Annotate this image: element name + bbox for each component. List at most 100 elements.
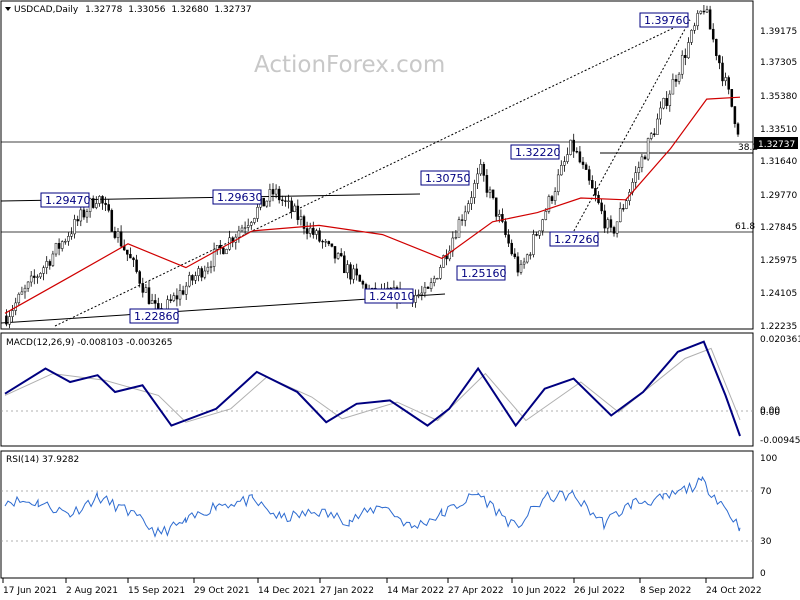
candle-body bbox=[581, 161, 585, 165]
candle-body bbox=[640, 156, 644, 168]
candle-body bbox=[522, 261, 526, 265]
candle-body bbox=[625, 200, 628, 209]
time-label: 10 Jun 2022 bbox=[512, 586, 566, 596]
candle-body bbox=[429, 282, 433, 289]
candle-body bbox=[473, 183, 476, 198]
candle-body bbox=[262, 197, 265, 207]
candle-body bbox=[361, 281, 365, 285]
candle-body bbox=[95, 203, 98, 208]
candle-body bbox=[550, 196, 554, 201]
pivot-label-122860: 1.22860 bbox=[134, 310, 180, 323]
macd-tick: -0.009459 bbox=[760, 436, 800, 446]
candle-body bbox=[197, 268, 200, 276]
candle-body bbox=[541, 219, 544, 232]
price-tick: 1.33510 bbox=[760, 125, 797, 135]
candle-body bbox=[467, 203, 470, 213]
svg-text:USDCAD,Daily 1.32778: USDCAD,Daily 1.32778 1.33056 1.32680 1.3… bbox=[14, 5, 252, 15]
candle-body bbox=[178, 290, 182, 300]
pivot-label-125160: 1.25160 bbox=[461, 267, 507, 280]
candle-body bbox=[219, 245, 222, 249]
candle-body bbox=[23, 287, 27, 293]
candle-body bbox=[491, 189, 495, 199]
candle-body bbox=[702, 10, 706, 13]
pivot-label-127260: 1.27260 bbox=[554, 233, 600, 246]
moving-average-line bbox=[4, 96, 741, 314]
candle-body bbox=[504, 221, 507, 235]
current-price-badge bbox=[754, 137, 798, 149]
candle-body bbox=[45, 261, 48, 268]
candle-body bbox=[584, 164, 588, 170]
candle-body bbox=[600, 202, 603, 212]
candle-body bbox=[432, 278, 436, 283]
rsi-tick: 70 bbox=[760, 487, 772, 497]
watermark-text: ActionForex.com bbox=[254, 52, 445, 78]
candle-body bbox=[299, 216, 303, 220]
trend-line-dashed-up bbox=[569, 19, 691, 239]
candle-body bbox=[116, 231, 120, 238]
candle-body bbox=[67, 236, 70, 242]
candle-body bbox=[113, 231, 117, 238]
candle-body bbox=[482, 164, 486, 176]
price-tick: 1.22235 bbox=[760, 322, 797, 332]
candle-body bbox=[135, 259, 138, 272]
rsi-title: RSI(14) 37.9282 bbox=[6, 455, 79, 465]
collapse-arrow-icon[interactable] bbox=[5, 7, 11, 11]
candle-body bbox=[442, 255, 445, 268]
ohlc-open: 1.32778 bbox=[85, 5, 122, 15]
candle-body bbox=[64, 241, 67, 243]
candle-body bbox=[82, 209, 86, 218]
fib-label-38: 38.2 bbox=[738, 143, 758, 153]
candle-body bbox=[175, 295, 179, 300]
chart-header: USDCAD,Daily 1.32778 1.33056 1.32680 1.3… bbox=[5, 5, 252, 15]
candle-body bbox=[634, 172, 637, 183]
time-axis: 17 Jun 2021 2 Aug 2021 15 Sep 2021 29 Oct 2… bbox=[2, 578, 762, 596]
candle-body bbox=[302, 216, 306, 229]
macd-title: MACD(12,26,9) -0.008103 -0.003265 bbox=[6, 338, 172, 348]
candle-body bbox=[643, 156, 647, 160]
candle-body bbox=[91, 198, 95, 208]
candle-body bbox=[256, 207, 259, 219]
candle-body bbox=[724, 77, 727, 82]
candle-body bbox=[498, 214, 501, 217]
candle-body bbox=[203, 270, 207, 278]
candle-body bbox=[668, 93, 672, 106]
candle-body bbox=[51, 253, 55, 266]
candle-body bbox=[609, 219, 613, 228]
candle-body bbox=[544, 211, 548, 220]
candle-body bbox=[677, 73, 681, 82]
candle-body bbox=[76, 219, 79, 222]
candle-body bbox=[172, 295, 176, 301]
candle-body bbox=[107, 204, 110, 211]
macd-tick: 0.00 bbox=[760, 408, 780, 418]
candle-body bbox=[330, 243, 334, 247]
candle-body bbox=[321, 240, 324, 243]
candle-body bbox=[271, 189, 275, 195]
candle-body bbox=[336, 253, 340, 259]
macd-axis: 0.020361 0.00 0.00 -0.009459 bbox=[760, 335, 800, 446]
time-label: 27 Apr 2022 bbox=[448, 586, 504, 596]
candle-body bbox=[653, 133, 656, 135]
candle-body bbox=[188, 275, 191, 287]
pivot-label-129630: 1.29630 bbox=[217, 191, 263, 204]
candle-body bbox=[287, 200, 290, 202]
candle-body bbox=[569, 139, 572, 155]
ohlc-close: 1.32737 bbox=[214, 5, 251, 15]
pivot-label-129470: 1.29470 bbox=[45, 194, 91, 207]
macd-tick: 0.020361 bbox=[760, 335, 800, 345]
candle-body bbox=[711, 28, 715, 40]
time-label: 14 Mar 2022 bbox=[387, 586, 444, 596]
candle-body bbox=[507, 234, 510, 244]
candle-body bbox=[470, 197, 473, 204]
candle-body bbox=[110, 210, 114, 232]
candle-body bbox=[519, 263, 523, 273]
candle-body bbox=[699, 10, 703, 14]
time-label: 17 Jun 2021 bbox=[3, 586, 57, 596]
candle-body bbox=[243, 227, 247, 229]
candle-body bbox=[426, 286, 430, 289]
candle-body bbox=[153, 300, 157, 304]
candle-body bbox=[206, 266, 210, 272]
candle-body bbox=[529, 254, 532, 256]
candle-body bbox=[485, 175, 489, 193]
candle-body bbox=[715, 38, 718, 56]
